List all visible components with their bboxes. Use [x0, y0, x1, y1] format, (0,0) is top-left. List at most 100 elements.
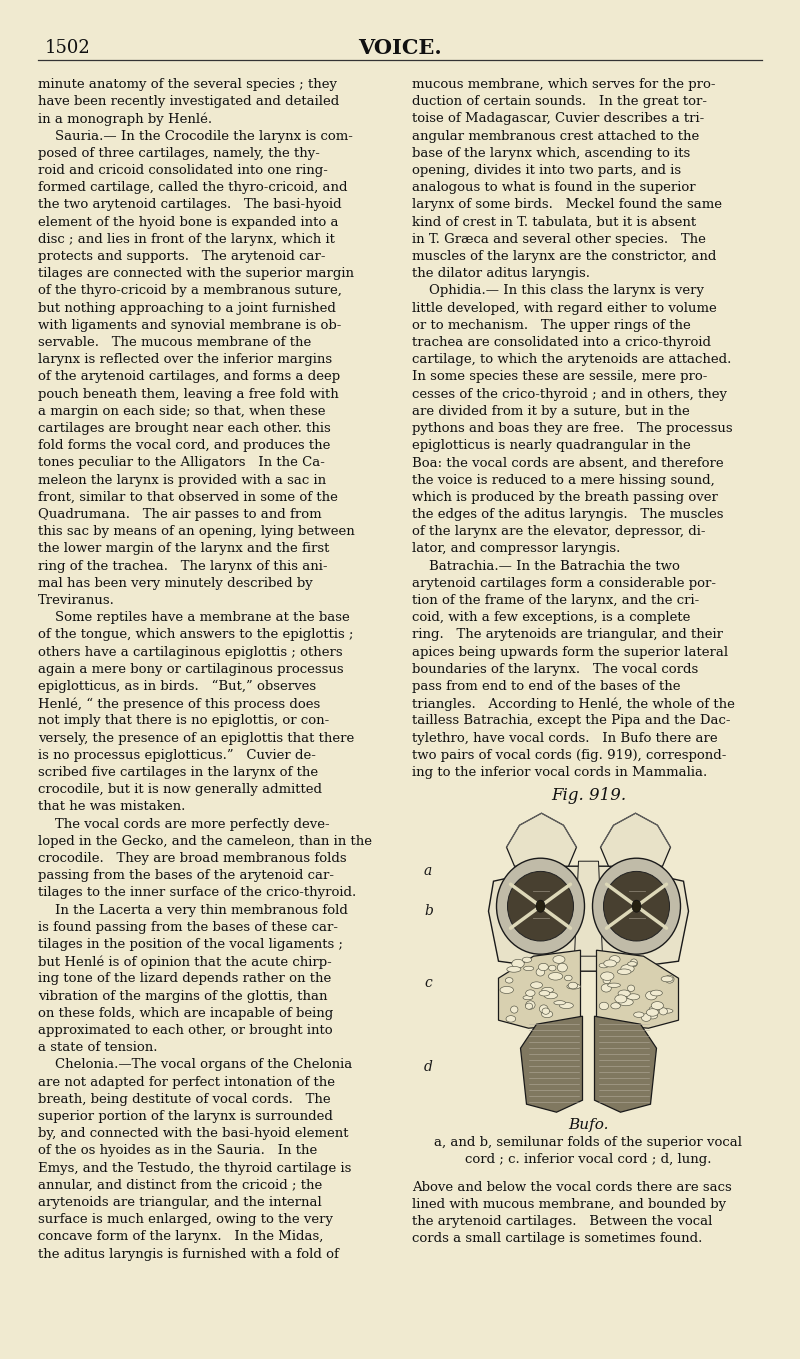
Text: base of the larynx which, ascending to its: base of the larynx which, ascending to i…	[412, 147, 690, 160]
Ellipse shape	[567, 984, 581, 989]
Text: the arytenoid cartilages.   Between the vocal: the arytenoid cartilages. Between the vo…	[412, 1215, 712, 1229]
Text: toise of Madagascar, Cuvier describes a tri-: toise of Madagascar, Cuvier describes a …	[412, 113, 704, 125]
Text: of the tongue, which answers to the epiglottis ;: of the tongue, which answers to the epig…	[38, 628, 354, 641]
Ellipse shape	[665, 976, 674, 983]
Ellipse shape	[607, 983, 621, 988]
Text: Boa: the vocal cords are absent, and therefore: Boa: the vocal cords are absent, and the…	[412, 457, 724, 469]
Text: loped in the Gecko, and the cameleon, than in the: loped in the Gecko, and the cameleon, th…	[38, 834, 372, 848]
Ellipse shape	[650, 991, 662, 996]
Text: others have a cartilaginous epiglottis ; others: others have a cartilaginous epiglottis ;…	[38, 646, 342, 659]
Text: tilages in the position of the vocal ligaments ;: tilages in the position of the vocal lig…	[38, 938, 343, 951]
Text: Chelonia.—The vocal organs of the Chelonia: Chelonia.—The vocal organs of the Chelon…	[38, 1059, 352, 1071]
Polygon shape	[597, 950, 678, 1029]
Ellipse shape	[542, 1011, 553, 1018]
Ellipse shape	[618, 999, 634, 1006]
Text: tilages to the inner surface of the crico-thyroid.: tilages to the inner surface of the cric…	[38, 886, 356, 900]
Text: meleon the larynx is provided with a sac in: meleon the larynx is provided with a sac…	[38, 473, 326, 487]
Text: pythons and boas they are free.   The processus: pythons and boas they are free. The proc…	[412, 423, 733, 435]
Ellipse shape	[542, 1008, 550, 1014]
Text: little developed, with regard either to volume: little developed, with regard either to …	[412, 302, 717, 314]
Text: of the arytenoid cartilages, and forms a deep: of the arytenoid cartilages, and forms a…	[38, 371, 340, 383]
Text: cords a small cartilage is sometimes found.: cords a small cartilage is sometimes fou…	[412, 1233, 702, 1245]
Text: roid and cricoid consolidated into one ring-: roid and cricoid consolidated into one r…	[38, 164, 328, 177]
Ellipse shape	[601, 972, 614, 980]
Text: formed cartilage, called the thyro-cricoid, and: formed cartilage, called the thyro-crico…	[38, 181, 347, 194]
Text: Above and below the vocal cords there are sacs: Above and below the vocal cords there ar…	[412, 1181, 732, 1193]
Text: duction of certain sounds.   In the great tor-: duction of certain sounds. In the great …	[412, 95, 707, 109]
Text: The vocal cords are more perfectly deve-: The vocal cords are more perfectly deve-	[38, 818, 330, 830]
Text: mucous membrane, which serves for the pro-: mucous membrane, which serves for the pr…	[412, 77, 715, 91]
Ellipse shape	[558, 964, 567, 972]
Text: cord ; c. inferior vocal cord ; d, lung.: cord ; c. inferior vocal cord ; d, lung.	[466, 1154, 712, 1166]
Text: on these folds, which are incapable of being: on these folds, which are incapable of b…	[38, 1007, 334, 1019]
Text: posed of three cartilages, namely, the thy-: posed of three cartilages, namely, the t…	[38, 147, 320, 160]
Ellipse shape	[542, 988, 554, 992]
Text: by, and connected with the basi-hyoid element: by, and connected with the basi-hyoid el…	[38, 1127, 349, 1140]
Text: lined with mucous membrane, and bounded by: lined with mucous membrane, and bounded …	[412, 1197, 726, 1211]
Ellipse shape	[610, 955, 620, 964]
Text: is found passing from the bases of these car-: is found passing from the bases of these…	[38, 921, 338, 934]
Text: two pairs of vocal cords (fig. 919), correspond-: two pairs of vocal cords (fig. 919), cor…	[412, 749, 726, 762]
Text: that he was mistaken.: that he was mistaken.	[38, 800, 186, 814]
Text: crocodile.   They are broad membranous folds: crocodile. They are broad membranous fol…	[38, 852, 346, 864]
Text: angular membranous crest attached to the: angular membranous crest attached to the	[412, 129, 699, 143]
Ellipse shape	[549, 973, 562, 980]
Text: scribed five cartilages in the larynx of the: scribed five cartilages in the larynx of…	[38, 766, 318, 779]
Ellipse shape	[538, 964, 548, 970]
Text: cartilages are brought near each other. this: cartilages are brought near each other. …	[38, 423, 330, 435]
Text: Quadrumana.   The air passes to and from: Quadrumana. The air passes to and from	[38, 508, 322, 520]
Text: ring of the trachea.   The larynx of this ani-: ring of the trachea. The larynx of this …	[38, 560, 327, 572]
Polygon shape	[498, 950, 581, 1029]
Text: Bufo.: Bufo.	[568, 1118, 609, 1132]
Text: triangles.   According to Henlé, the whole of the: triangles. According to Henlé, the whole…	[412, 697, 735, 711]
Text: epiglotticus is nearly quadrangular in the: epiglotticus is nearly quadrangular in t…	[412, 439, 690, 453]
Ellipse shape	[526, 989, 535, 996]
Text: In some species these are sessile, mere pro-: In some species these are sessile, mere …	[412, 371, 707, 383]
Text: which is produced by the breath passing over: which is produced by the breath passing …	[412, 491, 718, 504]
Ellipse shape	[634, 1012, 644, 1018]
Text: the voice is reduced to a mere hissing sound,: the voice is reduced to a mere hissing s…	[412, 473, 714, 487]
Ellipse shape	[530, 981, 542, 988]
Ellipse shape	[615, 995, 627, 1003]
Text: ing to the inferior vocal cords in Mammalia.: ing to the inferior vocal cords in Mamma…	[412, 766, 707, 779]
Ellipse shape	[549, 965, 556, 970]
Ellipse shape	[536, 900, 545, 912]
Text: lator, and compressor laryngis.: lator, and compressor laryngis.	[412, 542, 620, 556]
Ellipse shape	[630, 959, 638, 966]
Text: of the larynx are the elevator, depressor, di-: of the larynx are the elevator, depresso…	[412, 525, 706, 538]
Text: a margin on each side; so that, when these: a margin on each side; so that, when the…	[38, 405, 326, 417]
Text: minute anatomy of the several species ; they: minute anatomy of the several species ; …	[38, 77, 337, 91]
Ellipse shape	[539, 991, 550, 996]
Text: disc ; and lies in front of the larynx, which it: disc ; and lies in front of the larynx, …	[38, 232, 335, 246]
Polygon shape	[574, 862, 602, 957]
Ellipse shape	[568, 983, 578, 989]
Text: approximated to each other, or brought into: approximated to each other, or brought i…	[38, 1023, 333, 1037]
Ellipse shape	[610, 1003, 621, 1008]
Ellipse shape	[642, 1014, 651, 1022]
Text: but Henlé is of opinion that the acute chirp-: but Henlé is of opinion that the acute c…	[38, 955, 332, 969]
Ellipse shape	[651, 1002, 663, 1010]
Ellipse shape	[506, 1015, 516, 1022]
Polygon shape	[506, 813, 577, 866]
Text: again a mere bony or cartilaginous processus: again a mere bony or cartilaginous proce…	[38, 663, 344, 675]
Text: front, similar to that observed in some of the: front, similar to that observed in some …	[38, 491, 338, 504]
Polygon shape	[489, 866, 689, 972]
Ellipse shape	[604, 959, 617, 966]
Ellipse shape	[497, 858, 585, 954]
Ellipse shape	[659, 1008, 667, 1015]
Ellipse shape	[526, 1003, 533, 1010]
Text: ing tone of the lizard depends rather on the: ing tone of the lizard depends rather on…	[38, 973, 331, 985]
Text: boundaries of the larynx.   The vocal cords: boundaries of the larynx. The vocal cord…	[412, 663, 698, 675]
Text: annular, and distinct from the cricoid ; the: annular, and distinct from the cricoid ;…	[38, 1178, 322, 1192]
Text: cartilage, to which the arytenoids are attached.: cartilage, to which the arytenoids are a…	[412, 353, 731, 366]
Ellipse shape	[593, 858, 681, 954]
Polygon shape	[521, 1017, 582, 1112]
Text: but nothing approaching to a joint furnished: but nothing approaching to a joint furni…	[38, 302, 336, 314]
Ellipse shape	[618, 989, 630, 998]
Text: Henlé, “ the presence of this process does: Henlé, “ the presence of this process do…	[38, 697, 320, 711]
Ellipse shape	[647, 1014, 658, 1019]
Text: tones peculiar to the Alligators   In the Ca-: tones peculiar to the Alligators In the …	[38, 457, 325, 469]
Text: of the os hyoides as in the Sauria.   In the: of the os hyoides as in the Sauria. In t…	[38, 1144, 318, 1158]
Text: Sauria.— In the Crocodile the larynx is com-: Sauria.— In the Crocodile the larynx is …	[38, 129, 353, 143]
Text: vibration of the margins of the glottis, than: vibration of the margins of the glottis,…	[38, 989, 327, 1003]
